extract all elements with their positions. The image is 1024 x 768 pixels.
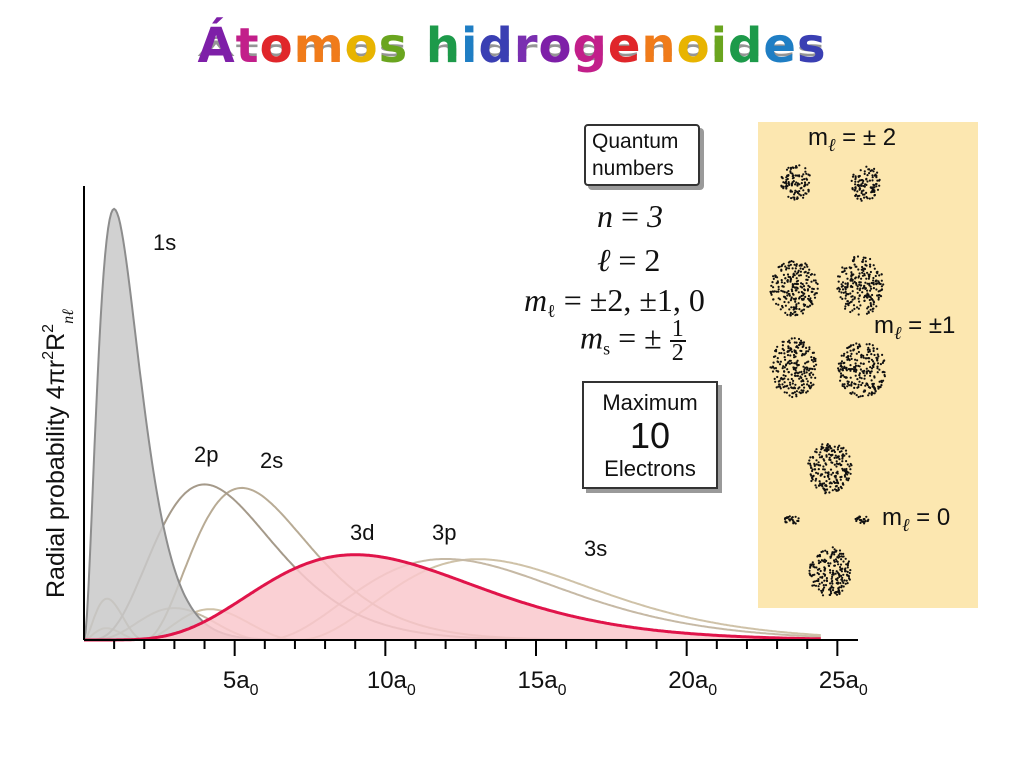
title-letter: s <box>378 18 409 74</box>
quantum-numbers-label-line1: Quantum <box>592 130 679 153</box>
orbital-lobe-ml1-lower-right <box>837 342 886 399</box>
ml1-sub: ℓ <box>894 323 902 343</box>
series-line-3p <box>84 558 821 641</box>
series-label-2s: 2s <box>260 448 283 473</box>
orbital-ring-ml0-right <box>854 515 870 525</box>
series-label-3p: 3p <box>432 520 456 545</box>
ml-value: ±2, ±1, 0 <box>589 282 705 318</box>
series-label-2p: 2p <box>194 442 218 467</box>
ml0-sub: ℓ <box>902 515 910 535</box>
d-orbital-panel: mℓ = ± 2 mℓ = ±1 mℓ = 0 <box>758 122 978 608</box>
quantum-n-equation: n = 3 <box>597 198 663 235</box>
title-letter: d <box>728 18 764 74</box>
ml2-sub: ℓ <box>828 135 836 155</box>
title-letter: s <box>796 18 827 74</box>
ml-plus-minus-1-label: mℓ = ±1 <box>874 312 955 344</box>
ms-equals: = ± <box>610 319 670 356</box>
ml1-text: = ±1 <box>901 312 956 339</box>
ml-plus-minus-2-label: mℓ = ± 2 <box>808 124 896 156</box>
l-value: 2 <box>644 242 661 278</box>
ms-numerator: 1 <box>669 316 686 342</box>
n-value: 3 <box>647 198 664 234</box>
orbital-lobe-ml1-upper-left <box>769 260 819 317</box>
axes: 5a0 10a0 15a0 20a0 25a0 Radial probability 4π… <box>40 186 868 699</box>
title-letter: o <box>676 18 711 74</box>
orbital-lobe-ml0-bottom <box>808 546 852 597</box>
title-letter: t <box>235 18 260 74</box>
orbital-lobe-ml1-upper-right <box>836 255 885 316</box>
x-tick-label: 25a0 <box>819 667 868 699</box>
title-letter: d <box>478 18 514 74</box>
ml2-m: m <box>808 124 828 151</box>
series-label-1s: 1s <box>153 230 176 255</box>
title-letter: r <box>513 18 539 74</box>
l-equals: = <box>610 242 645 278</box>
ml2-text: = ± 2 <box>835 124 897 151</box>
ml-equals: = <box>555 282 590 318</box>
series-label-3s: 3s <box>584 536 607 561</box>
title-letter: o <box>259 18 294 74</box>
series-area-1s <box>84 208 823 640</box>
orbital-lobe-ml1-lower-left <box>769 337 818 399</box>
ms-symbol: m <box>580 319 604 356</box>
ms-denominator: 2 <box>671 340 684 366</box>
title-letter: Á <box>197 18 236 74</box>
title-letter: o <box>344 18 379 74</box>
l-symbol: ℓ <box>597 242 611 278</box>
ms-subscript: s <box>603 338 611 359</box>
d-orbital-shapes <box>769 164 886 597</box>
ml-zero-label: mℓ = 0 <box>882 504 950 536</box>
series-label-3d: 3d <box>350 520 374 545</box>
series-labels: 1s 2p 2s 3d 3p 3s <box>153 230 607 561</box>
title-letter: h <box>425 18 462 74</box>
n-symbol: n <box>597 198 613 234</box>
ml0-text: = 0 <box>909 504 951 531</box>
title-letter: i <box>461 18 479 74</box>
orbital-lobe-ml2-left <box>780 164 811 201</box>
n-equals: = <box>613 198 648 234</box>
title-letter: n <box>641 18 677 74</box>
quantum-ml-equation: mℓ = ±2, ±1, 0 <box>524 282 705 322</box>
ml0-m: m <box>882 504 902 531</box>
series-area-3d <box>84 554 823 640</box>
series-line-3s <box>83 558 821 641</box>
orbital-lobe-ml0-top <box>807 443 853 495</box>
series-line-3d <box>84 553 821 642</box>
maximum-electrons-box: Maximum 10 Electrons <box>582 381 718 489</box>
quantum-l-equation: ℓ = 2 <box>597 242 660 279</box>
title-letter: e <box>607 18 642 74</box>
ml1-m: m <box>874 312 894 339</box>
quantum-numbers-box: Quantum numbers <box>584 124 700 186</box>
x-tick-label: 5a0 <box>223 667 259 699</box>
title-letter: o <box>538 18 573 74</box>
ml-symbol: m <box>524 282 548 318</box>
x-tick-label: 10a0 <box>367 667 416 699</box>
maximum-value: 10 <box>629 415 671 456</box>
ml-subscript: ℓ <box>547 301 556 321</box>
title-letter: e <box>763 18 797 74</box>
page-title-shadow: Átomos hidrogenoides <box>197 36 827 62</box>
quantum-numbers-label-line2: numbers <box>592 157 674 180</box>
x-tick-label: 20a0 <box>668 667 717 699</box>
title-letter: i <box>710 18 729 74</box>
x-tick-label: 15a0 <box>518 667 567 699</box>
orbital-lobe-ml2-right <box>850 165 881 202</box>
y-axis-label: Radial probability 4πr2R2nℓ <box>40 309 77 598</box>
electrons-label: Electrons <box>604 456 696 481</box>
title-letter: m <box>293 18 345 74</box>
title-letter: g <box>572 18 608 74</box>
page-title: Átomos hidrogenoides <box>0 18 1024 74</box>
maximum-label: Maximum <box>602 390 698 415</box>
orbital-ring-ml0-left <box>783 515 800 525</box>
